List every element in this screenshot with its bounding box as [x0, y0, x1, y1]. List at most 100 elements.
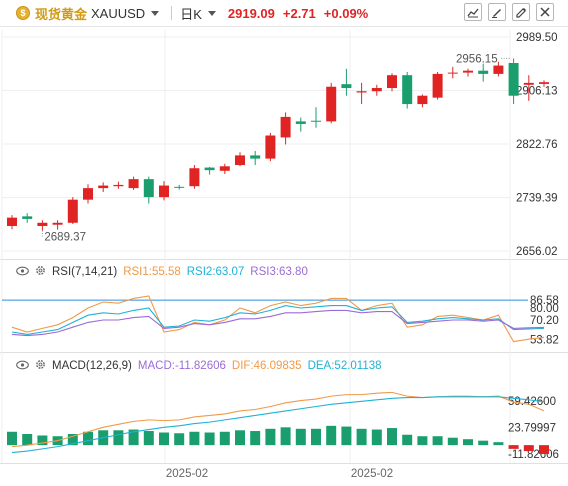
candle-body-4	[67, 199, 78, 223]
candle-body-12	[189, 168, 200, 187]
candle-body-6	[98, 185, 109, 189]
candle-body-21	[326, 86, 337, 122]
macd-hist-bar-21	[326, 425, 337, 446]
rsi-tick-label-1: 80.00	[530, 303, 559, 315]
macd-hist-bar-17	[265, 428, 276, 446]
candle-body-16	[250, 155, 261, 159]
candle-body-0	[7, 217, 17, 226]
price-tick-label-2: 2822.76	[516, 139, 558, 151]
candle-body-3	[52, 222, 63, 225]
candle-body-1	[22, 216, 33, 219]
macd-hist-bar-14	[219, 431, 230, 446]
macd-hist-bar-13	[204, 432, 215, 446]
macd-eye-icon[interactable]	[16, 360, 29, 373]
macd-hist-bar-31	[478, 440, 489, 446]
header-divider-line	[0, 26, 568, 27]
macd-hist-bar-7	[113, 430, 124, 446]
close-icon[interactable]	[536, 3, 554, 21]
rsi-series-line-1	[11, 295, 545, 343]
candle-body-20	[311, 120, 321, 122]
candle-body-35	[539, 82, 549, 84]
candle-body-33	[508, 62, 519, 96]
high-annotation: 2956.15	[456, 53, 498, 65]
candle-body-17	[265, 135, 276, 159]
macd-hist-bar-2	[37, 435, 48, 446]
rsi-legend: RSI(7,14,21) RSI1:55.58 RSI2:63.07 RSI3:…	[16, 265, 308, 279]
candle-body-13	[204, 167, 215, 171]
gear-icon[interactable]	[35, 265, 46, 279]
rsi1-value: RSI1:55.58	[123, 266, 181, 278]
macd-hist-bar-4	[67, 434, 78, 446]
candle-body-19	[295, 121, 306, 124]
x-tick-label-0: 2025-02	[166, 468, 208, 480]
candle-body-30	[463, 70, 473, 73]
rsi-panel-border	[0, 352, 568, 353]
macd-hist-bar-22	[341, 426, 352, 446]
draw-icon[interactable]	[488, 3, 506, 21]
macd-hist-bar-27	[417, 436, 428, 446]
macd-dea-line	[11, 396, 545, 454]
period-chevron-down-icon[interactable]	[207, 10, 216, 16]
macd-dif-line	[11, 391, 545, 448]
symbol-header: $ 现货黄金 XAUUSD 日K 2919.09 +2.71 +0.09%	[0, 0, 568, 26]
rsi2-value: RSI2:63.07	[186, 266, 245, 278]
macd-hist-bar-25	[387, 428, 397, 446]
rsi3-value: RSI3:63.80	[250, 266, 308, 278]
price-tick-label-4: 2656.02	[516, 246, 558, 258]
drawing-tools-icon[interactable]	[512, 3, 530, 21]
macd-hist-bar-19	[295, 428, 306, 446]
macd-hist-bar-26	[402, 434, 413, 446]
macd-hist-bar-8	[128, 429, 139, 446]
period-selector[interactable]: 日K	[180, 6, 202, 22]
area-chart-icon[interactable]	[464, 3, 482, 21]
candle-body-7	[113, 184, 124, 187]
gold-coin-icon: $	[16, 6, 30, 20]
macd-hist-bar-34	[523, 445, 534, 452]
price-tick-label-3: 2739.39	[516, 193, 558, 205]
candle-body-34	[523, 82, 534, 85]
price-panel-border	[0, 259, 568, 260]
dea-value: DEA:52.01138	[307, 360, 382, 372]
instrument-name[interactable]: 现货黄金	[35, 6, 88, 22]
candle-body-9	[143, 179, 154, 198]
dif-value: DIF:46.09835	[231, 360, 302, 372]
candle-body-2	[37, 222, 48, 226]
macd-hist-bar-33	[508, 445, 519, 449]
macd-value: MACD:-11.82606	[137, 360, 226, 372]
macd-hist-bar-32	[493, 442, 504, 446]
macd-hist-bar-12	[189, 431, 200, 446]
instrument-symbol[interactable]: XAUUSD	[91, 5, 146, 21]
price-tick-label-0: 2989.50	[516, 32, 558, 44]
price-change: +2.71	[282, 5, 316, 21]
macd-hist-bar-30	[463, 439, 473, 446]
candle-body-32	[493, 65, 504, 74]
macd-hist-bar-18	[280, 427, 291, 446]
rsi-series-line-2	[11, 305, 545, 335]
rsi-tick-label-3: 53.82	[530, 334, 559, 346]
candle-body-31	[478, 70, 489, 74]
macd-tick-label-1: 23.79997	[508, 422, 556, 434]
macd-gear-icon[interactable]	[35, 359, 46, 373]
macd-hist-bar-28	[432, 436, 443, 446]
candle-body-25	[387, 75, 397, 89]
eye-icon[interactable]	[16, 266, 29, 279]
candle-body-22	[341, 84, 352, 89]
macd-hist-bar-35	[539, 445, 549, 454]
rsi-tick-label-2: 70.20	[530, 315, 559, 327]
rsi-tick-label-0: 86.58	[530, 295, 559, 307]
macd-label: MACD(12,26,9)	[52, 360, 132, 372]
x-tick-label-1: 2025-02	[351, 468, 393, 480]
macd-hist-bar-20	[311, 428, 321, 446]
candle-body-10	[159, 185, 169, 198]
macd-hist-bar-9	[143, 431, 154, 446]
macd-hist-bar-29	[447, 437, 458, 446]
macd-hist-bar-5	[83, 431, 93, 446]
candle-body-14	[219, 166, 230, 171]
macd-legend: MACD(12,26,9) MACD:-11.82606 DIF:46.0983…	[16, 359, 382, 373]
rsi-label: RSI(7,14,21)	[52, 266, 118, 278]
candle-body-15	[235, 155, 245, 166]
candle-body-23	[356, 91, 367, 93]
macd-hist-bar-1	[22, 434, 33, 446]
chevron-down-icon[interactable]	[151, 10, 160, 16]
